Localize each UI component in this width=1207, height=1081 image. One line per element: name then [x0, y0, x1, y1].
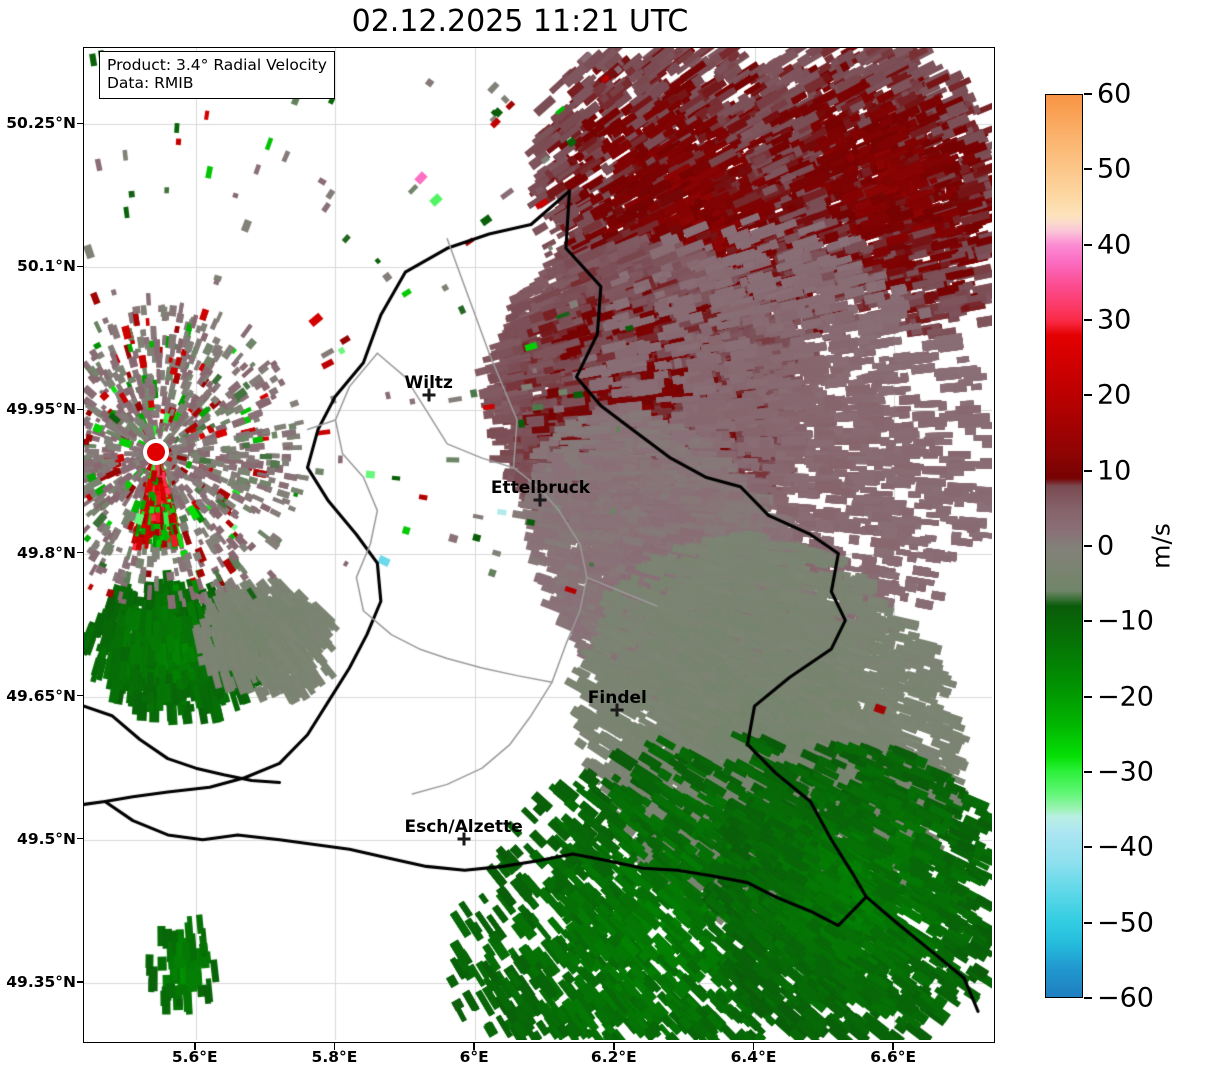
city-marker-icon	[422, 388, 436, 402]
y-axis-tick-label: 50.25°N	[6, 114, 76, 133]
x-axis-tick-label: 6°E	[459, 1048, 489, 1066]
y-axis-tick-label: 49.95°N	[6, 400, 76, 419]
y-axis-tick-mark	[77, 408, 84, 411]
colorbar-tick-mark	[1084, 846, 1092, 849]
city-marker-icon	[610, 703, 624, 717]
colorbar-tick-label: 10	[1097, 455, 1132, 487]
colorbar-tick-label: 50	[1097, 153, 1132, 185]
colorbar-tick-label: −50	[1097, 907, 1154, 939]
x-axis-tick-mark	[473, 1043, 475, 1050]
colorbar-tick-label: 40	[1097, 229, 1132, 261]
colorbar-unit-label: m/s	[1146, 523, 1176, 569]
x-axis-tick-mark	[892, 1043, 894, 1050]
x-axis-tick-label: 6.4°E	[730, 1048, 777, 1066]
product-line: Product: 3.4° Radial Velocity	[107, 56, 327, 74]
colorbar-tick-label: 0	[1097, 530, 1115, 562]
y-axis-tick-mark	[77, 551, 84, 554]
city-label: Wiltz	[404, 373, 453, 394]
y-axis-tick-label: 49.65°N	[6, 686, 76, 705]
colorbar-tick-label: −60	[1097, 982, 1154, 1014]
colorbar-tick-mark	[1084, 620, 1092, 623]
page-title: 02.12.2025 11:21 UTC	[351, 4, 689, 39]
city-marker-icon	[533, 493, 547, 507]
product-info-box: Product: 3.4° Radial Velocity Data: RMIB	[99, 51, 335, 99]
colorbar-tick-label: 60	[1097, 78, 1132, 110]
city-marker-icon	[457, 832, 471, 846]
y-axis-tick-mark	[77, 837, 84, 840]
y-axis-tick-label: 49.5°N	[17, 829, 76, 848]
radar-velocity-canvas[interactable]	[84, 48, 992, 1040]
colorbar-tick-label: −30	[1097, 756, 1154, 788]
colorbar-tick-mark	[1084, 469, 1092, 472]
colorbar-tick-mark	[1084, 545, 1092, 547]
colorbar-tick-mark	[1084, 319, 1092, 321]
city-label: Ettelbruck	[490, 478, 591, 499]
colorbar-tick-label: −10	[1097, 605, 1154, 637]
colorbar-tick-label: 20	[1097, 379, 1132, 411]
colorbar-tick-label: 30	[1097, 304, 1132, 336]
y-axis-tick-mark	[77, 694, 84, 697]
city-label: Findel	[587, 687, 647, 708]
y-axis-tick-label: 49.8°N	[17, 543, 76, 562]
x-axis-tick-label: 6.6°E	[870, 1048, 917, 1066]
city-label: Esch/Alzette	[404, 816, 523, 837]
x-axis-tick-label: 5.6°E	[171, 1048, 218, 1066]
colorbar-tick-mark	[1084, 168, 1092, 171]
colorbar-tick-mark	[1084, 243, 1092, 246]
y-axis-tick-label: 50.1°N	[17, 257, 76, 276]
colorbar-gradient	[1046, 95, 1082, 997]
x-axis-tick-label: 5.8°E	[311, 1048, 358, 1066]
y-axis-tick-mark	[77, 122, 84, 125]
colorbar-tick-mark	[1084, 997, 1092, 999]
radar-site-icon	[143, 439, 170, 466]
colorbar-tick-mark	[1084, 394, 1092, 397]
colorbar-tick-label: −40	[1097, 831, 1154, 863]
colorbar[interactable]	[1045, 94, 1083, 998]
colorbar-tick-mark	[1084, 771, 1092, 773]
y-axis-tick-mark	[77, 980, 84, 983]
colorbar-tick-label: −20	[1097, 681, 1154, 713]
x-axis-tick-mark	[333, 1043, 336, 1050]
y-axis-tick-label: 49.35°N	[6, 972, 76, 991]
colorbar-tick-mark	[1084, 93, 1092, 95]
x-axis-tick-mark	[752, 1043, 755, 1050]
y-axis-tick-mark	[77, 265, 84, 268]
colorbar-tick-mark	[1084, 695, 1092, 698]
x-axis-tick-mark	[193, 1043, 196, 1050]
x-axis-tick-mark	[613, 1043, 615, 1050]
data-source-line: Data: RMIB	[107, 74, 194, 93]
colorbar-tick-mark	[1084, 921, 1092, 924]
x-axis-tick-label: 6.2°E	[590, 1048, 637, 1066]
map-plot-area[interactable]	[83, 47, 995, 1043]
